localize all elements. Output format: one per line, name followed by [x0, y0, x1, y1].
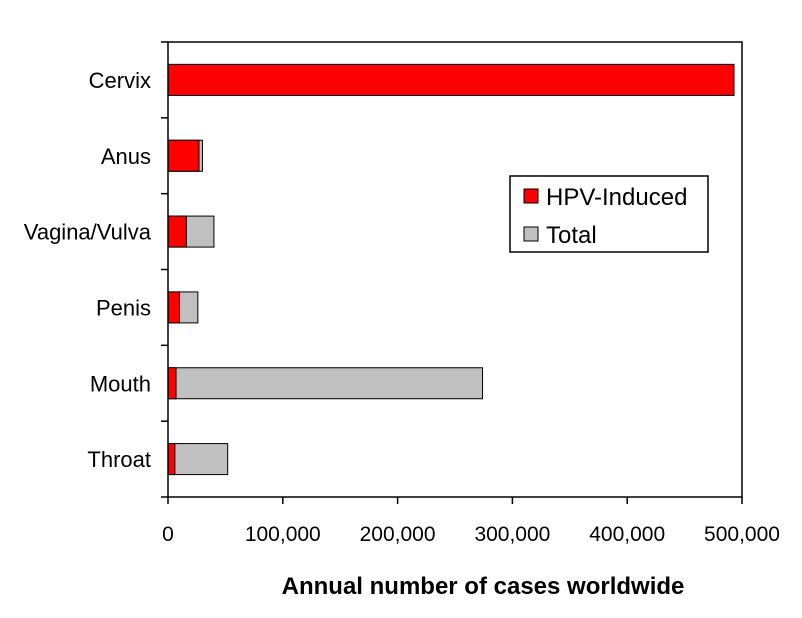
category-label-anus: Anus	[101, 144, 151, 169]
legend-label-hpv: HPV-Induced	[546, 184, 687, 211]
x-tick-label: 200,000	[360, 523, 436, 546]
x-tick-label: 400,000	[589, 523, 665, 546]
legend-box	[509, 175, 709, 253]
x-tick-label: 300,000	[474, 523, 550, 546]
category-label-throat: Throat	[87, 447, 151, 472]
bar-hpv-throat	[167, 443, 176, 476]
legend-label-total: Total	[546, 222, 597, 249]
category-labels: Cervix Anus Vagina/Vulva Penis Mouth Throat	[24, 68, 152, 472]
x-tick-label: 0	[162, 523, 174, 546]
bar-hpv-anus	[167, 139, 200, 172]
category-label-penis: Penis	[96, 295, 151, 320]
bar-hpv-penis	[167, 291, 180, 324]
legend-swatch-total	[523, 226, 539, 242]
x-axis-title: Annual number of cases worldwide	[282, 573, 685, 600]
bar-hpv-cervix	[167, 63, 735, 96]
legend: HPV-Induced Total	[509, 175, 709, 253]
x-axis-ticks: 0 100,000 200,000 300,000 400,000 500,000	[162, 497, 780, 546]
bar-total-throat	[167, 443, 229, 476]
plot-frame	[167, 41, 743, 498]
category-label-cervix: Cervix	[89, 68, 151, 93]
bar-total-mouth	[167, 367, 484, 400]
bar-hpv-vagina-vulva	[167, 215, 187, 248]
x-tick-label: 500,000	[704, 523, 780, 546]
bar-hpv-mouth	[167, 367, 177, 400]
bars-group	[167, 63, 735, 476]
legend-swatch-hpv	[523, 188, 539, 204]
x-tick-label: 100,000	[245, 523, 321, 546]
axes-group	[161, 41, 743, 498]
category-label-mouth: Mouth	[90, 371, 151, 396]
category-label-vagina-vulva: Vagina/Vulva	[24, 220, 152, 245]
